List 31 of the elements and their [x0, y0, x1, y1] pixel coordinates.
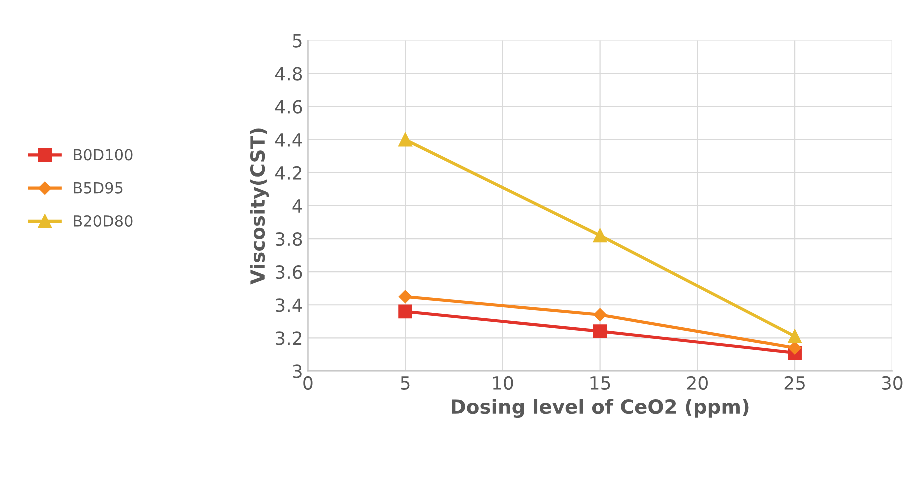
y-axis-title: Viscosity(CST): [250, 128, 270, 285]
y-tick-label: 4.8: [276, 67, 302, 81]
point: [594, 308, 607, 322]
legend-label: B20D80: [74, 215, 133, 227]
x-tick-label: 20: [688, 376, 708, 390]
y-tick-label: 4: [292, 200, 302, 213]
x-tick-label: 15: [590, 376, 610, 390]
x-tick-label: 30: [882, 376, 903, 390]
point: [788, 342, 802, 355]
x-tick-label: 0: [304, 376, 313, 390]
y-tick-label: 4.2: [276, 166, 302, 180]
y-tick-label: 3.8: [276, 232, 302, 246]
y-tick-label: 3.2: [276, 332, 302, 346]
point: [398, 132, 413, 147]
point: [788, 330, 802, 344]
y-tick-label: 4.4: [276, 134, 302, 147]
x-axis-title: Dosing level of CeO2 (ppm): [452, 399, 749, 418]
y-tick-label: 4.6: [276, 100, 302, 114]
x-tick-label: 25: [784, 376, 805, 390]
y-tick-label: 3: [293, 364, 302, 378]
y-tick-label: 3.4: [276, 298, 302, 312]
point: [398, 290, 412, 304]
legend-label: B0D100: [74, 149, 133, 161]
point: [398, 304, 413, 319]
legend-label: B5D95: [74, 182, 123, 194]
x-tick-label: 10: [493, 376, 514, 390]
point: [593, 324, 608, 339]
y-tick-label: 3.6: [276, 266, 302, 280]
x-tick-label: 5: [401, 376, 410, 390]
point: [593, 228, 608, 243]
y-tick-label: 5: [293, 34, 302, 48]
